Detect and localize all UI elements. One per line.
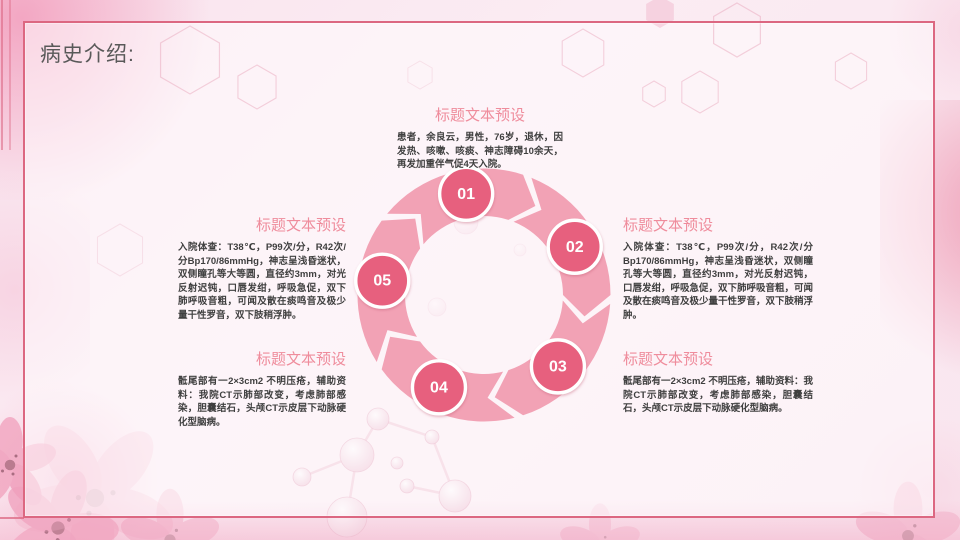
hexagon-icon	[238, 65, 276, 109]
step-text-block-03: 标题文本预设 骶尾部有一2×3cm2 不明压疮，辅助资料：我院CT示肺部改变，考…	[623, 348, 813, 416]
cycle-node-number: 04	[430, 379, 448, 396]
flower-icon	[0, 449, 138, 540]
cycle-node-circle	[410, 359, 468, 416]
watercolor-wash-right	[880, 100, 960, 420]
step-body-02: 入院体查：T38℃，P99次/分，R42次/分Bp170/86mmHg，神志呈浅…	[623, 242, 814, 321]
cycle-arrow-segment	[513, 177, 611, 317]
watercolor-wash-bottom	[0, 500, 960, 540]
flower-icon	[117, 488, 223, 540]
flower-icon	[557, 503, 643, 540]
step-body-01: 患者，余良云，男性，76岁，退休，因发热、咳嗽、咳痰、神志障碍10余天，再发加重…	[397, 132, 563, 170]
watercolor-wash-bottom-right	[840, 420, 960, 540]
cycle-node-number: 05	[373, 273, 391, 290]
cycle-node-circle	[546, 218, 603, 275]
cycle-arrow-segment	[381, 336, 515, 422]
step-text-block-05: 标题文本预设 入院体查：T38℃，P99次/分，R42次/分Bp170/86mm…	[178, 214, 346, 322]
cycle-arrow-segment	[494, 300, 611, 416]
cycle-node-circle	[354, 252, 411, 309]
cycle-node-number: 01	[457, 186, 475, 203]
hexagon-icon	[562, 29, 604, 77]
hexagon-icon	[408, 61, 432, 89]
watercolor-wash-top-right	[890, 0, 960, 120]
step-text-block-01: 标题文本预设 患者，余良云，男性，76岁，退休，因发热、咳嗽、咳痰、神志障碍10…	[397, 104, 563, 172]
hexagon-icon	[97, 224, 142, 276]
step-text-block-02: 标题文本预设 入院体查：T38℃，P99次/分，R42次/分Bp170/86mm…	[623, 214, 813, 322]
step-heading-03: 标题文本预设	[623, 351, 714, 368]
step-body-03: 骶尾部有一2×3cm2 不明压疮，辅助资料：我院CT示肺部改变，考虑肺部感染，胆…	[623, 376, 813, 414]
page-title: 病史介绍:	[40, 43, 135, 66]
flower-icon	[0, 417, 60, 512]
cycle-node-03: 03	[529, 338, 587, 395]
hexagon-icon	[682, 71, 718, 113]
cycle-node-02: 02	[546, 218, 603, 275]
slide-border-extension	[0, 517, 24, 519]
step-heading-01: 标题文本预设	[434, 107, 525, 124]
step-body-04: 骶尾部有一2×3cm2 不明压疮，辅助资料：我院CT示肺部改变，考虑肺部感染，胆…	[178, 376, 346, 428]
hexagon-icon	[646, 0, 674, 28]
step-heading-05: 标题文本预设	[255, 217, 346, 234]
edge-ribbon-decoration	[1, 0, 11, 150]
cycle-node-circle	[437, 165, 495, 223]
cycle-arrow-segment	[387, 168, 536, 245]
watercolor-wash-left	[0, 140, 90, 440]
watercolor-wash-left-lower	[0, 380, 160, 540]
hexagon-icon	[835, 53, 866, 89]
cycle-node-05: 05	[354, 252, 411, 309]
watercolor-wash-top-left	[0, 0, 230, 200]
cycle-node-04: 04	[410, 359, 468, 416]
step-body-05: 入院体查：T38℃，P99次/分，R42次/分Bp170/86mmHg，神志呈浅…	[178, 242, 346, 321]
step-heading-04: 标题文本预设	[255, 351, 346, 368]
cycle-node-01: 01	[437, 165, 495, 223]
hexagon-icon	[643, 81, 666, 107]
cycle-node-number: 02	[566, 239, 584, 256]
flower-icon	[851, 481, 960, 540]
hexagon-icon	[161, 26, 220, 94]
cycle-node-number: 03	[549, 358, 567, 375]
cycle-arrow-segment	[357, 218, 421, 363]
step-text-block-04: 标题文本预设 骶尾部有一2×3cm2 不明压疮，辅助资料：我院CT示肺部改变，考…	[178, 348, 346, 429]
step-heading-02: 标题文本预设	[623, 217, 714, 234]
cycle-node-circle	[529, 338, 587, 395]
hexagon-icon	[714, 3, 761, 57]
